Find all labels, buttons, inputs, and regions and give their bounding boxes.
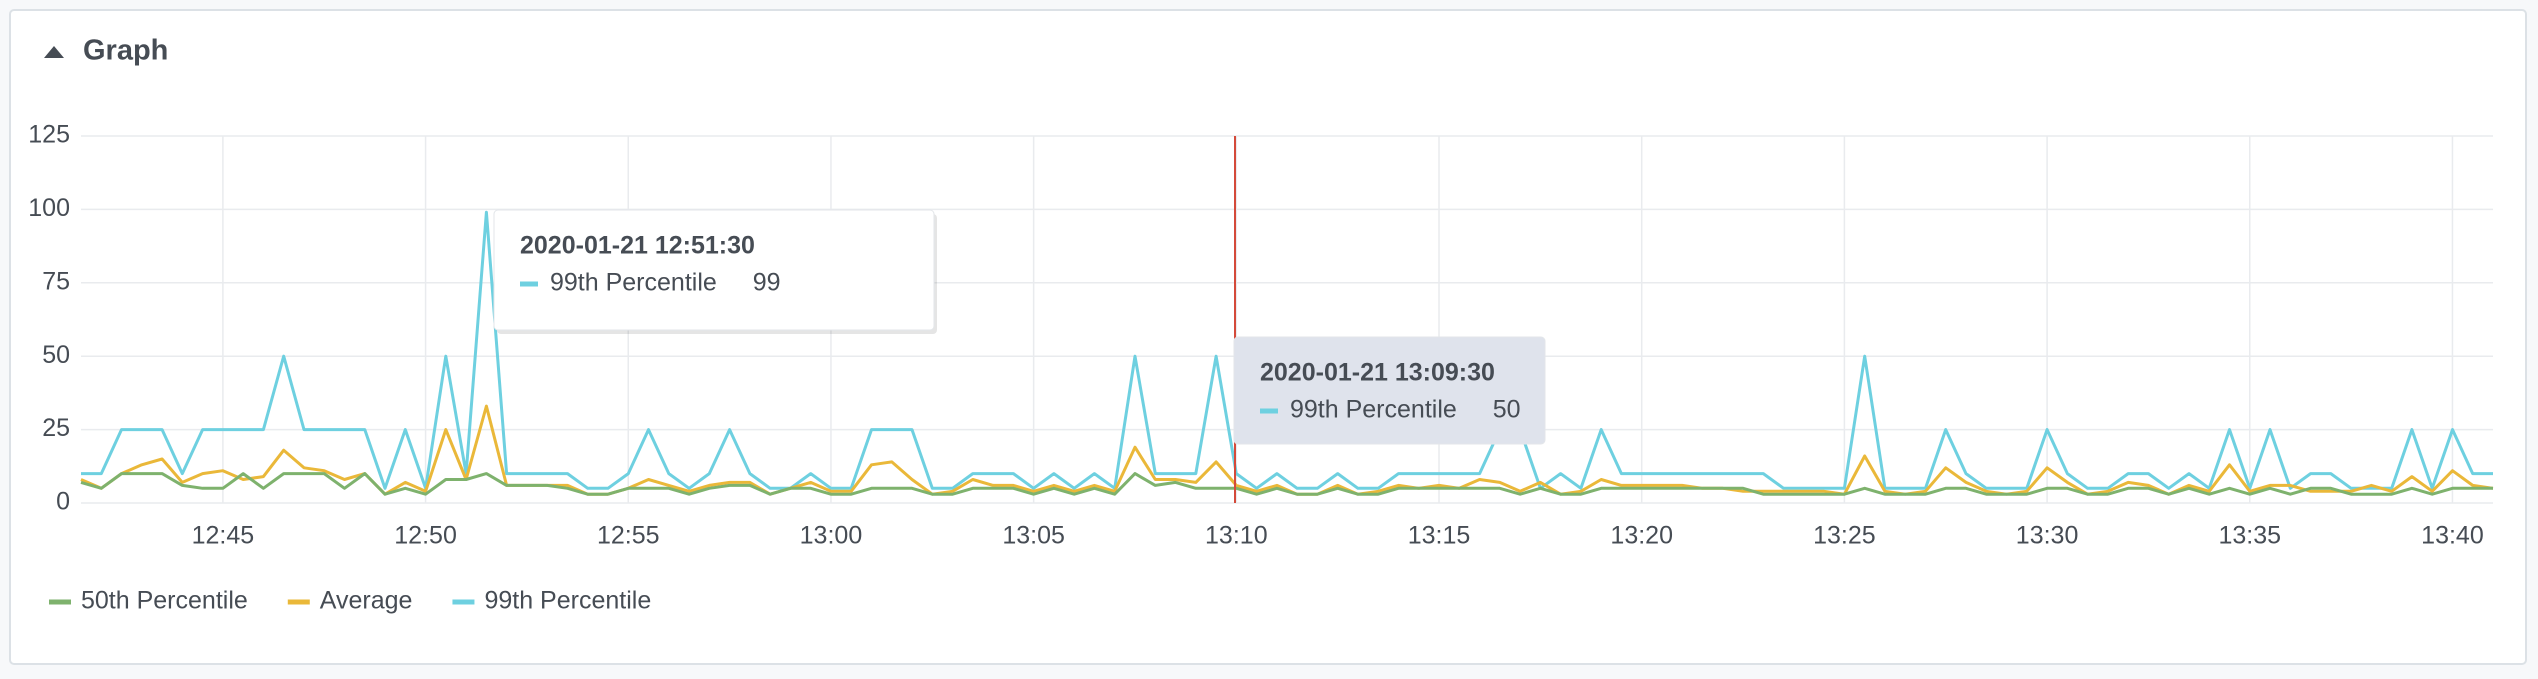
y-tick-label: 75 xyxy=(42,267,70,295)
tooltips: 2020-01-21 12:51:30 99th Percentile 99 2020… xyxy=(493,209,1546,445)
y-tick-label: 0 xyxy=(56,488,70,516)
series-line xyxy=(81,210,2493,490)
y-tick-label: 125 xyxy=(28,121,70,149)
y-tick-label: 50 xyxy=(42,341,70,369)
x-tick-label: 12:45 xyxy=(192,522,255,550)
x-tick-label: 13:15 xyxy=(1408,522,1471,550)
x-tick-label: 13:25 xyxy=(1813,522,1876,550)
tooltip-series: 99th Percentile xyxy=(1290,396,1457,424)
tooltip-box xyxy=(493,209,935,331)
legend-label[interactable]: 50th Percentile xyxy=(81,587,248,615)
tooltip-series: 99th Percentile xyxy=(550,269,717,297)
collapse-icon[interactable] xyxy=(44,46,64,58)
x-tick-label: 13:40 xyxy=(2421,522,2484,550)
plot-area xyxy=(80,210,2494,496)
y-tick-label: 100 xyxy=(28,194,70,222)
tooltip-time: 2020-01-21 12:51:30 xyxy=(520,232,755,260)
tooltip-time: 2020-01-21 13:09:30 xyxy=(1260,359,1495,387)
x-tick-label: 13:20 xyxy=(1610,522,1673,550)
legend-label[interactable]: Average xyxy=(320,587,413,615)
x-tick-label: 12:55 xyxy=(597,522,660,550)
legend: 50th Percentile Average 99th Percentile xyxy=(49,587,651,615)
x-tick-label: 13:30 xyxy=(2016,522,2079,550)
panel-title[interactable]: Graph xyxy=(83,35,168,67)
tooltip-box xyxy=(1233,336,1546,445)
x-tick-label: 13:00 xyxy=(800,522,863,550)
series-line xyxy=(80,472,2493,496)
tooltip-value: 50 xyxy=(1493,396,1521,424)
legend-label[interactable]: 99th Percentile xyxy=(484,587,651,615)
tooltip-value: 99 xyxy=(753,269,781,297)
x-tick-label: 13:05 xyxy=(1002,522,1065,550)
x-tick-label: 12:50 xyxy=(394,522,457,550)
x-tick-label: 13:10 xyxy=(1205,522,1268,550)
y-tick-label: 25 xyxy=(42,414,70,442)
x-tick-label: 13:35 xyxy=(2218,522,2281,550)
